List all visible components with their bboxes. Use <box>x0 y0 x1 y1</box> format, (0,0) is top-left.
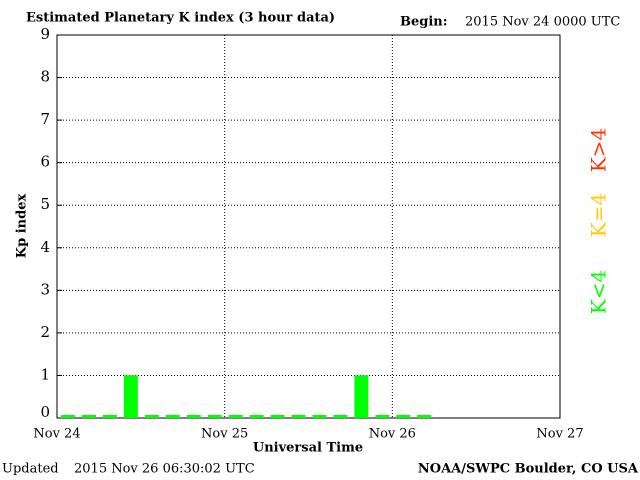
y-tick-label: 2 <box>40 323 50 341</box>
begin-label: Begin: <box>400 15 448 30</box>
y-tick-label: 1 <box>40 365 50 383</box>
bar <box>102 415 117 418</box>
bar <box>354 375 369 418</box>
bar <box>312 415 327 418</box>
bar <box>81 415 96 418</box>
y-tick-label: 3 <box>40 280 50 298</box>
bar <box>186 415 201 418</box>
y-tick-label: 6 <box>40 153 50 171</box>
begin: 2015 Nov 24 0000 UTC <box>465 15 620 30</box>
bar <box>228 415 243 418</box>
bar <box>207 415 222 418</box>
bar <box>270 415 285 418</box>
x-tick-label: Nov 24 <box>33 427 80 442</box>
y-tick-label: 0 <box>40 403 50 421</box>
y-tick-label: 8 <box>40 68 50 86</box>
bar <box>144 415 159 418</box>
x-tick-label: Nov 27 <box>536 427 583 442</box>
y-tick-label: 5 <box>40 195 50 213</box>
credit: NOAA/SWPC Boulder, CO USA <box>418 462 639 477</box>
legend-entry: K<4 <box>587 270 611 314</box>
bar <box>123 375 138 418</box>
bar <box>417 415 432 418</box>
bar <box>165 415 180 418</box>
x-tick-label: Nov 25 <box>201 427 248 442</box>
bar <box>396 415 411 418</box>
bar <box>333 415 348 418</box>
y-tick-label: 4 <box>40 238 50 256</box>
y-tick-label: 9 <box>40 25 50 43</box>
x-tick-label: Nov 26 <box>369 427 416 442</box>
bar <box>291 415 306 418</box>
y-tick-label: 7 <box>40 110 50 128</box>
y-axis-label: Kp index <box>15 194 30 259</box>
bar <box>249 415 264 418</box>
updated-label: Updated <box>2 462 59 477</box>
bar <box>375 415 390 418</box>
legend-entry: K=4 <box>587 193 611 237</box>
legend-entry: K>4 <box>587 128 611 172</box>
chart-title: Estimated Planetary K index (3 hour data… <box>26 11 335 26</box>
bar <box>61 415 75 418</box>
updated: 2015 Nov 26 06:30:02 UTC <box>74 462 255 477</box>
x-axis-label: Universal Time <box>253 441 363 456</box>
plot-frame <box>56 34 561 419</box>
